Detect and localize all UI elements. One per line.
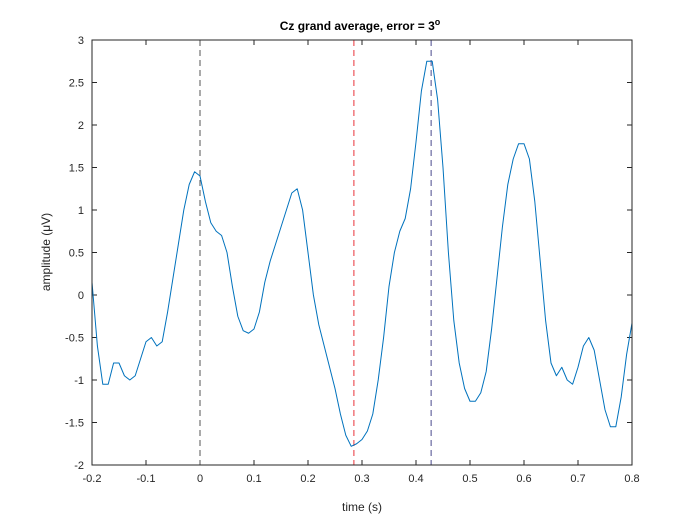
x-tick-label: 0.8 — [624, 473, 639, 485]
x-tick-label: 0.1 — [246, 473, 261, 485]
y-tick-label: 0 — [78, 290, 84, 302]
x-axis-label: time (s) — [342, 500, 382, 514]
y-tick-label: 3 — [78, 35, 84, 47]
y-tick-label: -2 — [74, 460, 84, 472]
y-tick-label: 1.5 — [69, 163, 84, 175]
x-tick-label: 0.6 — [516, 473, 531, 485]
title-superscript: o — [435, 17, 441, 27]
y-tick-label: -1 — [74, 375, 84, 387]
x-tick-label: 0.5 — [462, 473, 477, 485]
plot-area — [92, 40, 632, 465]
y-tick-label: 0.5 — [69, 248, 84, 260]
y-axis-label: amplitude (μV) — [39, 213, 53, 291]
axes-box — [91, 39, 633, 466]
x-tick-label: 0 — [197, 473, 203, 485]
title-text: Cz grand average, error = 3 — [280, 19, 435, 33]
chart-title: Cz grand average, error = 3o — [280, 17, 441, 33]
x-tick-label: -0.2 — [83, 473, 102, 485]
x-tick-label: 0.3 — [354, 473, 369, 485]
x-tick-label: 0.2 — [300, 473, 315, 485]
data-line — [91, 60, 633, 447]
x-tick-label: -0.1 — [137, 473, 156, 485]
x-tick-label: 0.4 — [408, 473, 423, 485]
x-tick-label: 0.7 — [570, 473, 585, 485]
y-tick-label: 2.5 — [69, 78, 84, 90]
y-tick-label: 1 — [78, 205, 84, 217]
y-tick-label: -0.5 — [65, 333, 84, 345]
y-tick-label: 2 — [78, 120, 84, 132]
y-tick-label: -1.5 — [65, 418, 84, 430]
